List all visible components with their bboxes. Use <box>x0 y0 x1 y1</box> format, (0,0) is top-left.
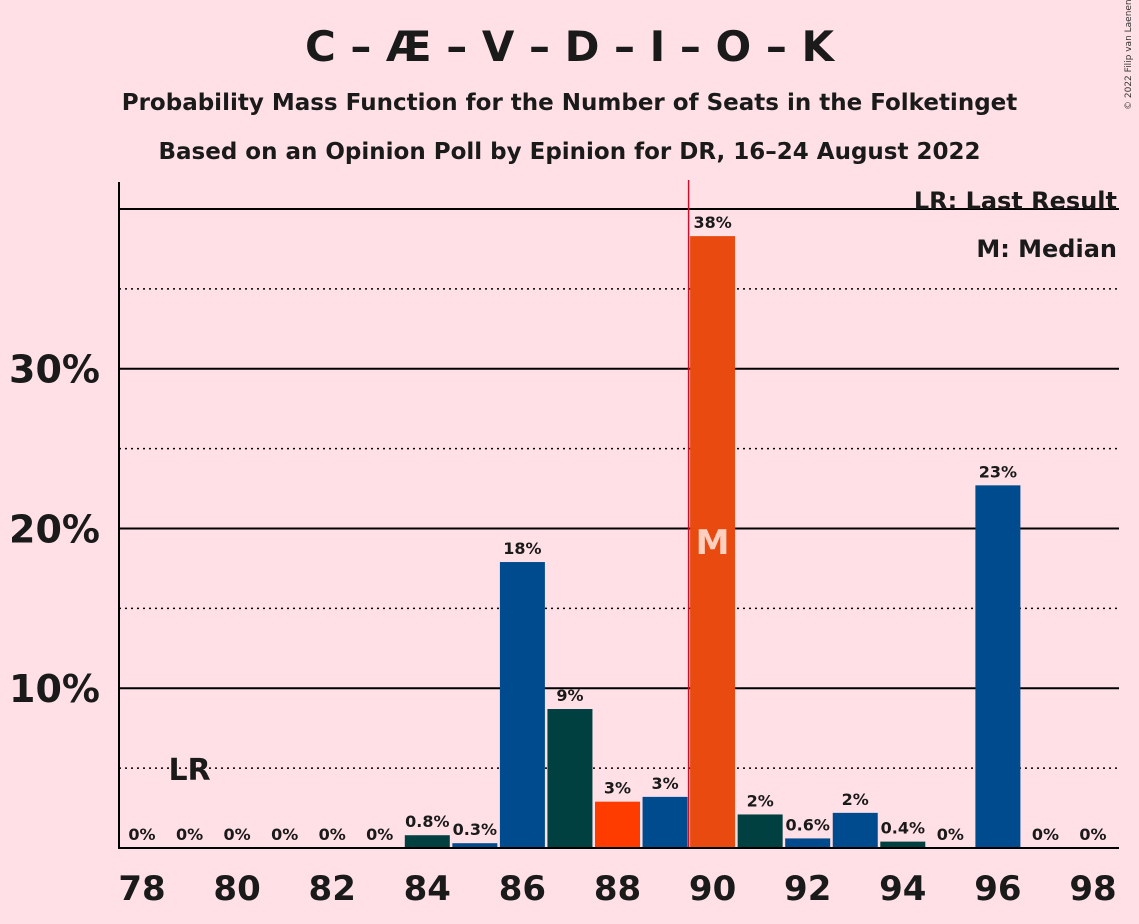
x-tick-label: 90 <box>689 869 736 909</box>
bar-seats-91 <box>737 814 783 848</box>
bar-seats-93 <box>832 812 878 848</box>
x-tick-label: 92 <box>784 869 831 909</box>
y-tick-label: 10% <box>9 667 100 711</box>
y-tick-label: 30% <box>9 348 100 392</box>
data-label-seats-84: 0.8% <box>405 812 449 831</box>
data-label-seats-95: 0% <box>937 825 964 844</box>
chart-title: C – Æ – V – D – I – O – K <box>304 22 835 71</box>
x-tick-label: 98 <box>1069 869 1116 909</box>
bar-seats-87 <box>547 709 593 848</box>
x-tick-label: 88 <box>594 869 641 909</box>
bar-seats-84 <box>404 835 450 848</box>
data-label-seats-90: 38% <box>693 213 731 232</box>
data-label-seats-97: 0% <box>1032 825 1059 844</box>
legend: LR: Last Result M: Median <box>914 187 1117 263</box>
y-tick-label: 20% <box>9 507 100 551</box>
last-result-marker: LR <box>168 753 210 788</box>
x-tick-label: 86 <box>499 869 546 909</box>
data-label-seats-87: 9% <box>556 686 583 705</box>
data-label-seats-89: 3% <box>651 774 678 793</box>
data-label-seats-92: 0.6% <box>786 815 830 834</box>
data-label-seats-82: 0% <box>319 825 346 844</box>
x-tick-label: 82 <box>309 869 356 909</box>
x-tick-label: 80 <box>213 869 260 909</box>
legend-median: M: Median <box>976 235 1117 263</box>
gridlines <box>119 207 1119 769</box>
x-tick-label: 94 <box>879 869 926 909</box>
bar-seats-96 <box>975 485 1021 848</box>
chart-subtitle-2: Based on an Opinion Poll by Epinion for … <box>158 139 981 165</box>
x-tick-label: 84 <box>404 869 451 909</box>
data-label-seats-98: 0% <box>1079 825 1106 844</box>
x-tick-label: 78 <box>118 869 165 909</box>
chart-subtitle-1: Probability Mass Function for the Number… <box>121 90 1018 116</box>
bar-seats-94 <box>880 841 926 848</box>
data-label-seats-83: 0% <box>366 825 393 844</box>
data-label-seats-94: 0.4% <box>881 819 925 838</box>
data-label-seats-79: 0% <box>176 825 203 844</box>
data-label-seats-85: 0.3% <box>453 820 497 839</box>
data-label-seats-88: 3% <box>604 779 631 798</box>
axes: 10% 20% 30% 78 80 82 84 86 88 90 92 94 96 98 <box>9 182 1119 909</box>
data-label-seats-93: 2% <box>842 790 869 809</box>
bars <box>404 180 1021 848</box>
median-marker: M <box>696 523 730 563</box>
data-label-seats-86: 18% <box>503 539 541 558</box>
legend-last-result: LR: Last Result <box>914 187 1117 215</box>
data-label-seats-78: 0% <box>128 825 155 844</box>
data-label-seats-96: 23% <box>979 462 1017 481</box>
data-label-seats-81: 0% <box>271 825 298 844</box>
bar-seats-90 <box>690 236 736 848</box>
bar-seats-89 <box>642 796 688 848</box>
x-tick-label: 96 <box>974 869 1021 909</box>
data-label-seats-80: 0% <box>224 825 251 844</box>
data-labels: 0% 0% 0% 0% 0% 0% 0.8% 0.3% 18% 9% 3% 3% 38% 2% 0.6% 2%… <box>128 213 1106 844</box>
data-label-seats-91: 2% <box>747 791 774 810</box>
bar-seats-92 <box>785 838 831 848</box>
bar-seats-85 <box>452 843 498 848</box>
bar-seats-86 <box>499 562 545 848</box>
bar-seats-88 <box>595 801 640 848</box>
